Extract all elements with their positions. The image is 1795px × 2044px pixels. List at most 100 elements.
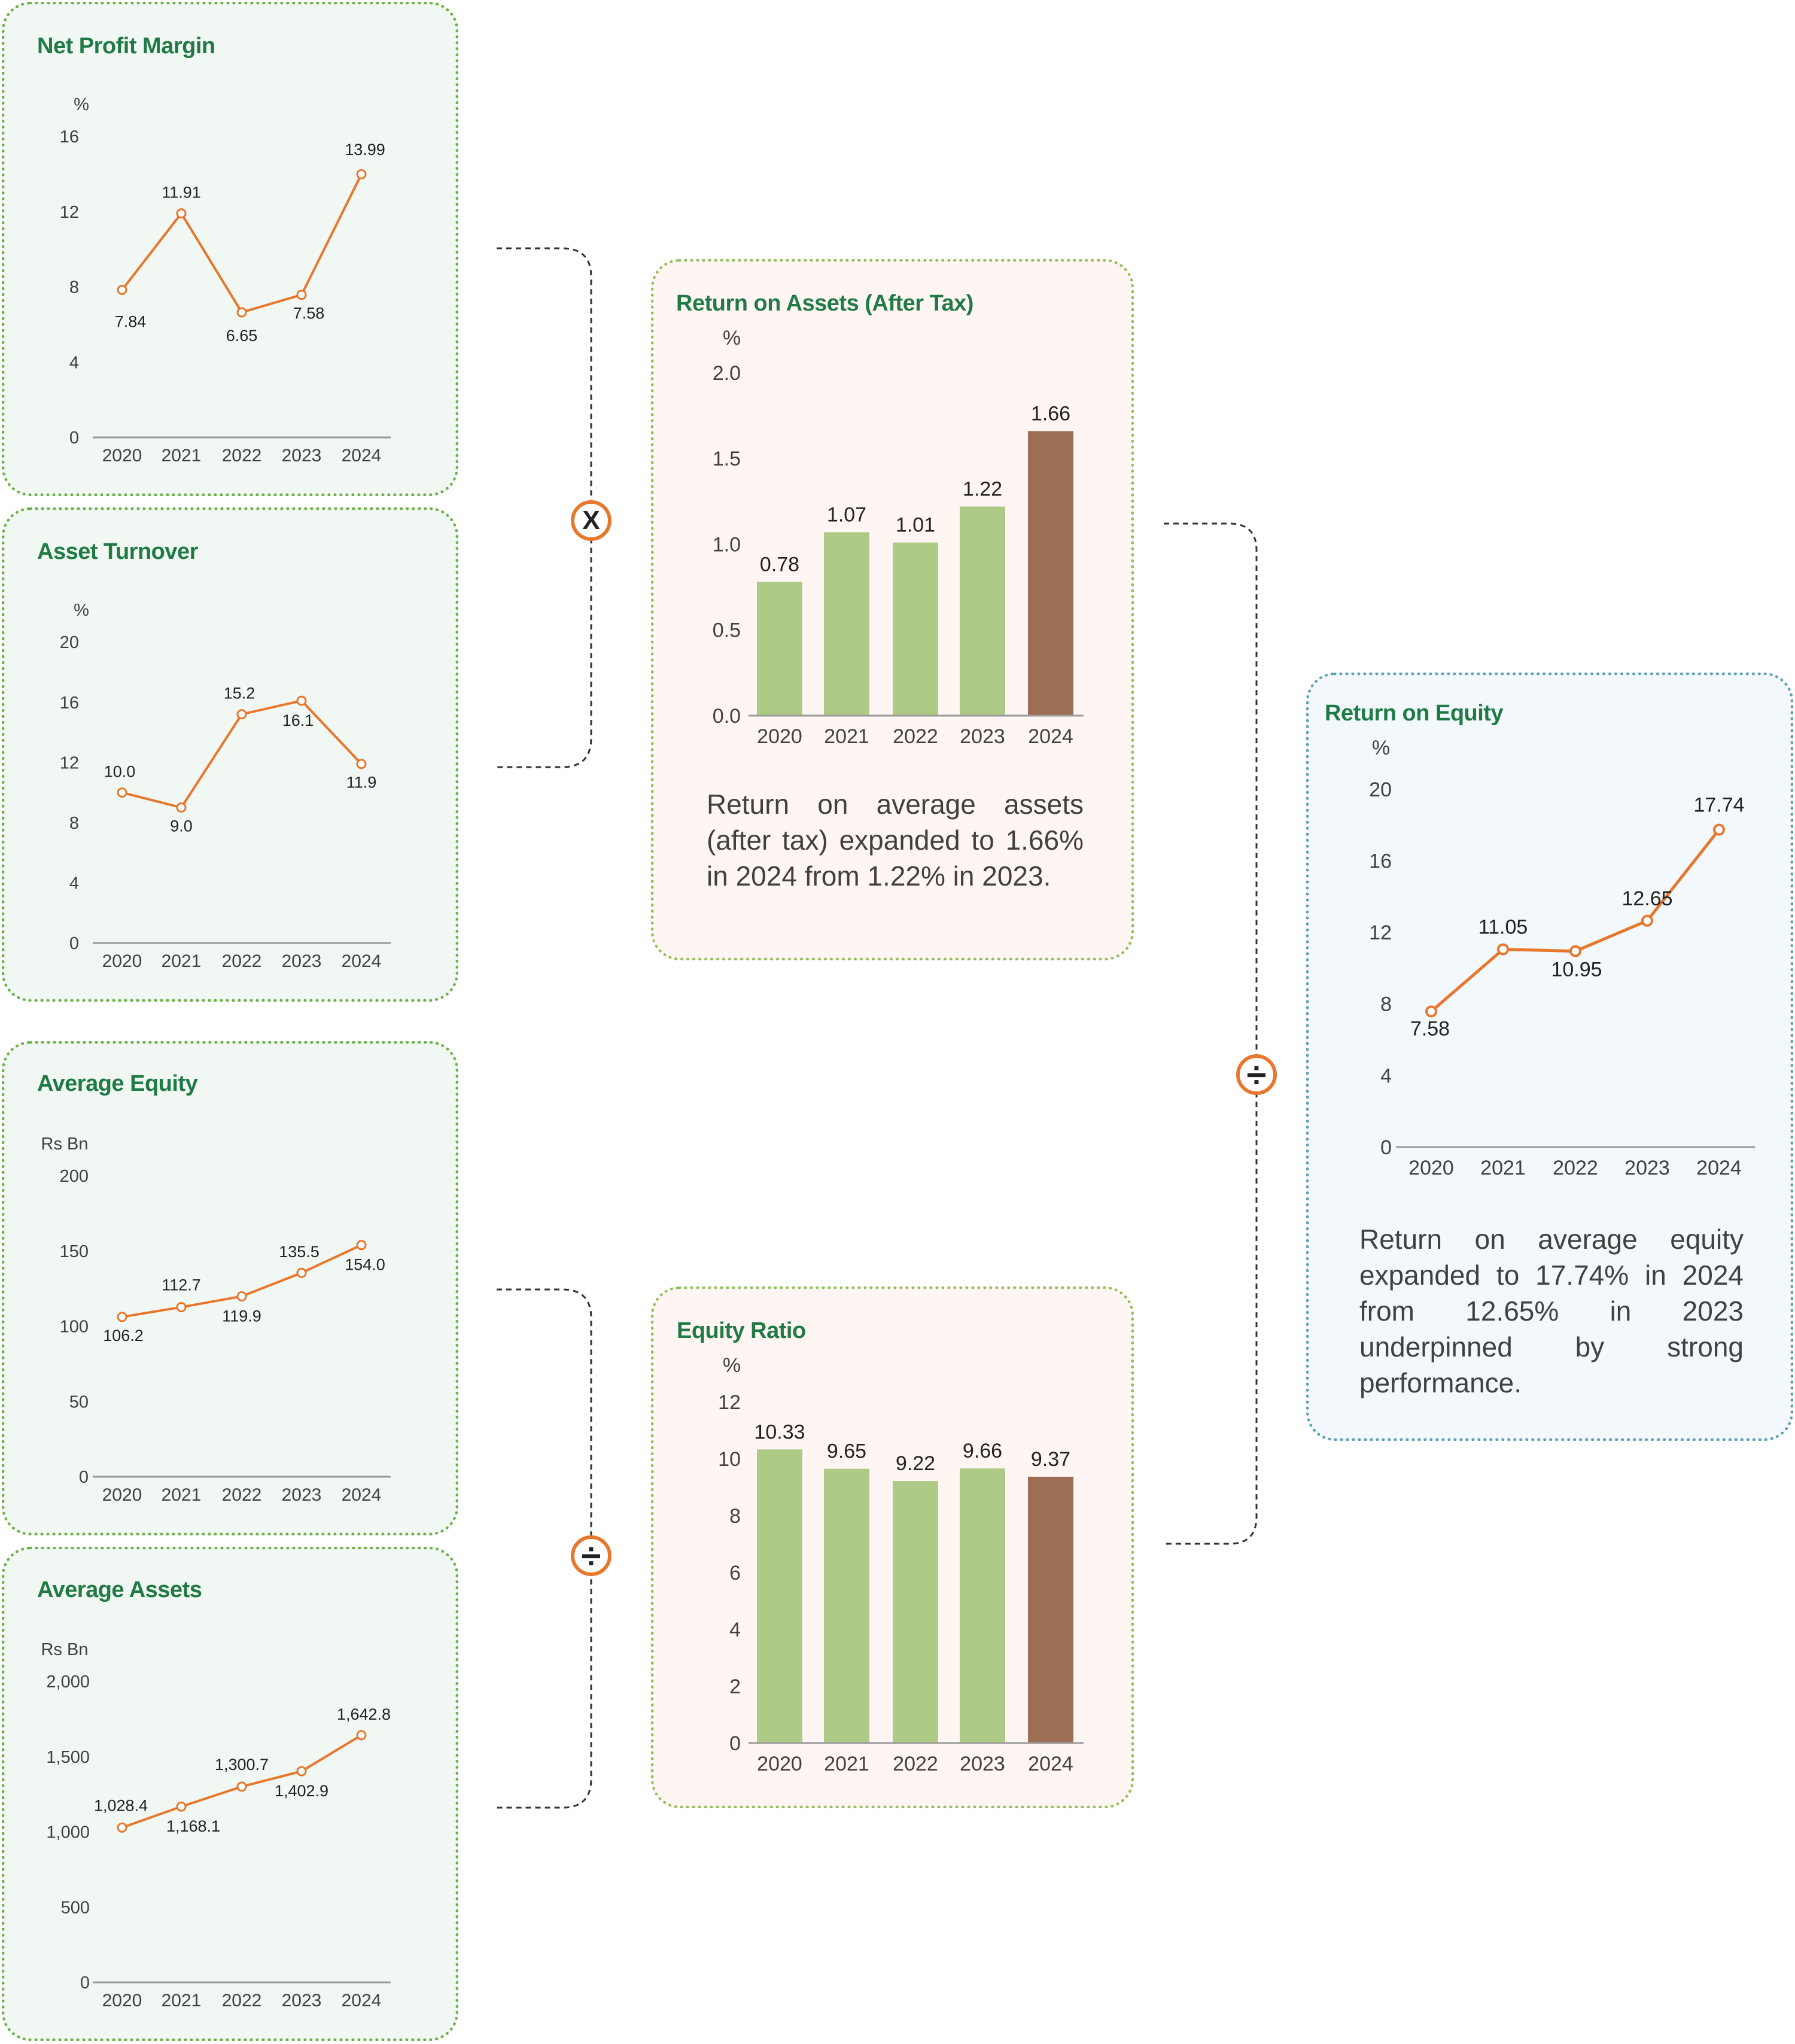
equityratio-y-tick-label: 8: [729, 1505, 741, 1528]
npm-y-tick-label: 12: [60, 203, 79, 222]
avgassets-x-tick-label: 2020: [102, 1991, 142, 2010]
npm-data-label: 7.84: [115, 313, 147, 331]
avgassets-y-tick-label: 500: [61, 1898, 90, 1917]
avgequity-data-label: 112.7: [162, 1276, 201, 1294]
equityratio-x-tick-label: 2022: [893, 1753, 938, 1775]
roa-data-label: 1.01: [896, 514, 935, 537]
equityratio-y-tick-label: 6: [729, 1562, 741, 1584]
roa-y-tick-label: 0.5: [713, 619, 741, 642]
roa-bar: [757, 582, 802, 716]
equityratio-x-tick-label: 2023: [960, 1753, 1005, 1775]
roe-data-label: 17.74: [1693, 794, 1744, 817]
equityratio-y-tick-label: 12: [718, 1391, 741, 1414]
roe-y-tick-label: 12: [1369, 921, 1392, 944]
avgassets-y-unit-label: Rs Bn: [41, 1640, 89, 1659]
npm-x-tick-label: 2020: [102, 446, 142, 466]
npm-series-line: [121, 174, 363, 314]
return-on-assets-chart: % 0.0 0.5 1.0 1.5 2.0 2020 2021 2022 2023 2024 0.78…: [713, 327, 1084, 748]
equityratio-bar: [893, 1481, 938, 1743]
avgequity-data-label: 119.9: [222, 1307, 261, 1325]
roe-data-label: 11.05: [1478, 916, 1528, 939]
equityratio-data-label: 9.66: [963, 1440, 1002, 1462]
roe-y-unit-label: %: [1372, 737, 1390, 759]
npm-x-tick-label: 2021: [162, 446, 202, 466]
avgassets-y-tick-label: 2,000: [46, 1672, 90, 1692]
avgassets-x-tick-label: 2024: [342, 1991, 382, 2010]
avgassets-point: [296, 1766, 307, 1777]
avgassets-data-label: 1,028.4: [94, 1796, 148, 1814]
average-assets-title: Average Assets: [37, 1577, 202, 1602]
return-on-equity-panel: Return on Equity % 0 4 8 12 16 20 2020 2021 2022 2…: [1306, 673, 1793, 1441]
avgassets-x-tick-label: 2023: [282, 1991, 322, 2010]
roa-bar: [1028, 431, 1073, 716]
npm-y-unit-label: %: [74, 95, 89, 114]
roa-x-tick-label: 2020: [757, 725, 802, 748]
roe-y-tick-label: 16: [1369, 850, 1392, 873]
avgequity-point: [176, 1302, 187, 1313]
npm-data-label: 7.58: [293, 305, 325, 323]
avgassets-point: [356, 1730, 367, 1741]
equityratio-y-tick-label: 4: [729, 1619, 741, 1641]
roe-x-tick-label: 2020: [1408, 1157, 1454, 1179]
roa-x-tick-label: 2023: [960, 725, 1005, 748]
roa-bar: [960, 506, 1005, 716]
return-on-assets-panel: Return on Assets (After Tax) % 0.0 0.5 1.0 1…: [651, 259, 1134, 960]
turnover-data-label: 11.9: [346, 774, 377, 792]
multiply-operator-icon: X: [571, 500, 611, 541]
avgequity-point: [117, 1312, 127, 1322]
npm-x-tick-label: 2024: [342, 446, 382, 466]
equityratio-bar: [824, 1468, 869, 1743]
turnover-y-unit-label: %: [74, 601, 89, 620]
npm-point: [356, 169, 367, 180]
avgequity-x-tick-label: 2021: [162, 1485, 202, 1505]
roe-y-tick-label: 4: [1380, 1064, 1392, 1087]
avgassets-y-tick-label: 0: [80, 1973, 90, 1993]
asset-turnover-panel: Asset Turnover % 0 4 8 12 16 20 2020 2021 2022 202…: [2, 507, 458, 1002]
roe-y-tick-label: 0: [1380, 1136, 1392, 1159]
avgequity-x-tick-label: 2024: [342, 1485, 382, 1505]
turnover-x-tick-label: 2024: [342, 951, 382, 971]
turnover-data-label: 16.1: [282, 711, 314, 729]
net-profit-margin-chart: % 0 4 8 12 16 2020 2021 2022 2023 2024 7.84 11.91 6.6…: [60, 95, 391, 466]
average-assets-panel: Average Assets Rs Bn 0 500 1,000 1,500 2,000 2…: [2, 1547, 458, 2041]
avgassets-y-tick-label: 1,500: [46, 1748, 90, 1767]
roa-x-tick-label: 2024: [1028, 725, 1073, 748]
roe-y-tick-label: 8: [1380, 993, 1392, 1016]
roe-x-tick-label: 2021: [1480, 1157, 1526, 1179]
turnover-y-tick-label: 4: [69, 874, 79, 893]
npm-y-tick-label: 8: [69, 278, 79, 297]
roe-series-line: [1430, 829, 1720, 1013]
turnover-point: [117, 787, 127, 798]
divide-operator-icon-roe: ÷: [1236, 1054, 1277, 1095]
npm-point: [236, 307, 247, 318]
roa-y-tick-label: 1.5: [713, 448, 741, 470]
equity-ratio-panel: Equity Ratio % 0 2 4 6 8 10 12 2020 2021 2022 2023 2…: [651, 1286, 1134, 1808]
roe-data-label: 7.58: [1410, 1017, 1450, 1040]
turnover-data-label: 10.0: [104, 763, 136, 781]
equityratio-bar: [1028, 1476, 1073, 1743]
avgequity-point: [296, 1267, 307, 1278]
avgassets-data-label: 1,300.7: [215, 1756, 269, 1774]
turnover-y-tick-label: 20: [60, 633, 79, 652]
equityratio-x-tick-label: 2024: [1028, 1753, 1073, 1775]
npm-x-tick-label: 2022: [222, 446, 262, 466]
roe-point: [1713, 823, 1725, 836]
return-on-equity-note: Return on average equity expanded to 17.…: [1359, 1224, 1744, 1398]
roe-y-tick-label: 20: [1369, 778, 1392, 801]
roa-y-tick-label: 2.0: [713, 362, 741, 385]
turnover-point: [176, 802, 187, 813]
turnover-x-tick-label: 2020: [102, 951, 142, 971]
turnover-x-tick-label: 2022: [222, 951, 262, 971]
npm-y-tick-label: 16: [60, 127, 79, 147]
return-on-equity-title: Return on Equity: [1325, 701, 1504, 726]
npm-point: [296, 290, 307, 300]
avgequity-x-tick-label: 2022: [222, 1485, 262, 1505]
roa-x-tick-label: 2022: [893, 725, 938, 748]
roa-y-tick-label: 1.0: [713, 533, 741, 556]
average-equity-title: Average Equity: [37, 1071, 198, 1096]
turnover-x-tick-label: 2021: [162, 951, 202, 971]
equityratio-x-tick-label: 2020: [757, 1753, 802, 1775]
avgassets-y-tick-label: 1,000: [46, 1823, 90, 1842]
turnover-point: [296, 695, 307, 706]
